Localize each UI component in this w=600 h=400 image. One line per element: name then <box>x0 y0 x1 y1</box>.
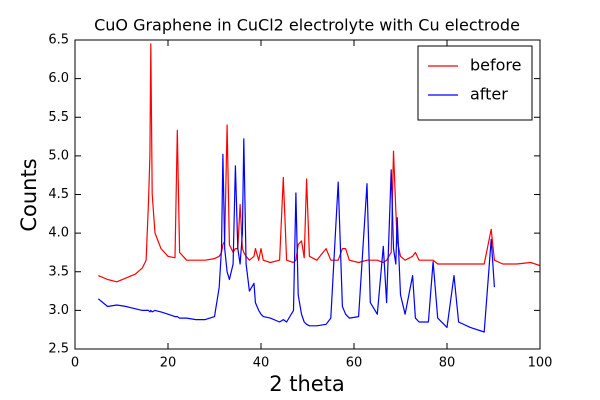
x-tick-label: 100 <box>528 356 553 371</box>
legend-label: before <box>470 56 522 75</box>
y-tick-label: 6.0 <box>48 71 69 86</box>
x-axis-label: 2 theta <box>269 372 345 396</box>
y-tick-label: 5.0 <box>48 148 69 163</box>
x-tick-label: 80 <box>439 356 456 371</box>
y-axis-label: Counts <box>17 158 41 231</box>
legend-label: after <box>470 85 508 104</box>
y-tick-label: 4.5 <box>48 187 69 202</box>
y-tick-label: 2.5 <box>48 342 69 357</box>
x-tick-label: 60 <box>346 356 363 371</box>
y-tick-label: 6.5 <box>48 33 69 48</box>
y-tick-label: 5.5 <box>48 110 69 125</box>
y-tick-label: 3.0 <box>48 303 69 318</box>
data-line <box>97 138 495 333</box>
data-line <box>98 43 541 283</box>
x-tick-label: 0 <box>71 356 79 371</box>
legend-box <box>417 45 533 121</box>
x-tick-label: 40 <box>253 356 270 371</box>
y-tick-label: 3.5 <box>48 264 69 279</box>
y-tick-label: 4.0 <box>48 226 69 241</box>
chart-title: CuO Graphene in CuCl2 electrolyte with C… <box>94 16 520 35</box>
x-tick-label: 20 <box>160 356 177 371</box>
